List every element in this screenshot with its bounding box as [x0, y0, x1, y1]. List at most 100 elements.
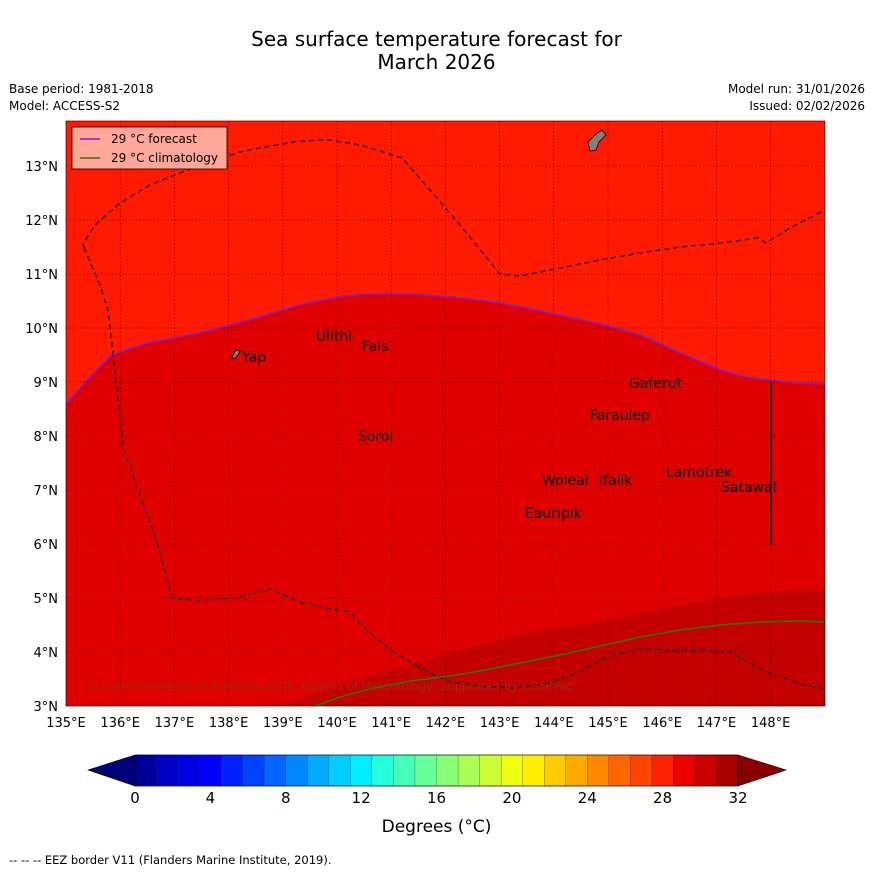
colorbar-cell	[220, 754, 244, 787]
colorbar-cell	[587, 754, 610, 787]
lat-tick-label: 7°N	[34, 484, 59, 499]
colorbar-frame	[134, 754, 739, 787]
model-name: Model: ACCESS-S2	[9, 99, 121, 113]
lat-tick-label: 13°N	[25, 160, 58, 175]
colorbar-label: Degrees (°C)	[382, 817, 492, 837]
colorbar-cell	[350, 754, 373, 787]
colorbar-tick: 24	[578, 789, 597, 807]
eez-border-west	[83, 247, 825, 690]
issued-date: Issued: 02/02/2026	[749, 99, 865, 113]
colorbar-tick: 20	[502, 789, 521, 807]
colorbar-cell	[716, 754, 739, 787]
lon-tick-label: 135°E	[46, 716, 86, 731]
colorbar-tick: 0	[130, 789, 140, 807]
colorbar-cell	[177, 754, 201, 787]
lon-tick-label: 141°E	[371, 716, 411, 731]
place-eauripik: Eauripik	[525, 506, 583, 522]
colorbar-tick: 8	[281, 789, 291, 807]
lon-tick-label: 138°E	[209, 716, 249, 731]
legend-climatology-label: 29 °C climatology	[111, 151, 218, 165]
lat-tick-label: 5°N	[34, 592, 59, 607]
lon-tick-label: 143°E	[480, 716, 520, 731]
lat-tick-label: 9°N	[34, 376, 59, 391]
lat-tick-label: 4°N	[34, 646, 59, 661]
colorbar-cell	[134, 754, 158, 787]
lon-tick-label: 139°E	[263, 716, 303, 731]
eez-footnote: -- -- -- EEZ border V11 (Flanders Marine…	[9, 853, 332, 867]
grid-lines	[66, 121, 825, 706]
sst-field-31-32	[280, 589, 825, 706]
colorbar-cell	[694, 754, 718, 787]
copyright-notice: © Commonwealth of Australia 2026, Bureau…	[87, 679, 573, 693]
colorbar-tick: 28	[653, 789, 672, 807]
lon-tick-label: 144°E	[534, 716, 574, 731]
lon-tick-label: 145°E	[588, 716, 628, 731]
place-faraulep: Faraulep	[590, 408, 650, 424]
place-ulithi: Ulithi	[316, 329, 352, 345]
place-fais: Fais	[362, 339, 389, 355]
colorbar: 0 4 8 12 16 20 24 28 32 Degrees (°C)	[87, 754, 787, 837]
forecast-29c-contour	[66, 293, 825, 405]
climatology-29c-contour	[314, 620, 825, 706]
lat-tick-label: 10°N	[25, 322, 58, 337]
colorbar-cells	[134, 754, 739, 787]
colorbar-cell	[264, 754, 287, 787]
colorbar-cell	[544, 754, 567, 787]
colorbar-over-arrow	[737, 754, 787, 787]
colorbar-cell	[436, 754, 459, 787]
map-legend: 29 °C forecast 29 °C climatology	[71, 126, 228, 170]
place-woleai: Woleai	[542, 473, 589, 489]
colorbar-tick: 12	[352, 789, 371, 807]
lat-tick-label: 12°N	[25, 214, 58, 229]
colorbar-tick: 16	[427, 789, 446, 807]
chart-title: Sea surface temperature forecast for Mar…	[0, 28, 873, 74]
eez-border	[82, 139, 825, 277]
legend-forecast-label: 29 °C forecast	[111, 132, 197, 146]
meta-right: Model run: 31/01/2026 Issued: 02/02/2026	[728, 81, 865, 115]
yap-island	[231, 349, 241, 360]
place-gaferut: Gaferut	[629, 376, 683, 392]
guam-island	[587, 129, 607, 152]
lat-tick-label: 11°N	[25, 268, 58, 283]
colorbar-cell	[565, 754, 588, 787]
model-run: Model run: 31/01/2026	[727, 82, 865, 96]
colorbar-cell	[651, 754, 674, 787]
place-satawal: Satawal	[721, 480, 776, 496]
colorbar-cell	[156, 754, 179, 787]
colorbar-cell	[414, 754, 438, 787]
place-lamotrek: Lamotrek	[666, 465, 733, 481]
longitude-ticks: 135°E 136°E 137°E 138°E 139°E 140°E 141°…	[46, 716, 790, 731]
lat-tick-label: 8°N	[34, 430, 59, 445]
lon-tick-label: 136°E	[100, 716, 140, 731]
colorbar-cell	[285, 754, 308, 787]
colorbar-cell	[522, 754, 545, 787]
map-area: Yap Ulithi Fais Gaferut Faraulep Sorol L…	[66, 121, 825, 706]
colorbar-cell	[371, 754, 394, 787]
place-ifalik: Ifalik	[599, 473, 633, 489]
lon-tick-label: 148°E	[751, 716, 791, 731]
lat-tick-label: 3°N	[34, 700, 59, 715]
colorbar-under-arrow	[87, 754, 136, 787]
colorbar-cell	[307, 754, 330, 787]
colorbar-cell	[608, 754, 631, 787]
colorbar-cell	[393, 754, 416, 787]
colorbar-cell	[199, 754, 222, 787]
colorbar-cell	[500, 754, 524, 787]
colorbar-cell	[673, 754, 696, 787]
title-line-1: Sea surface temperature forecast for	[251, 27, 622, 51]
lat-tick-label: 6°N	[34, 538, 59, 553]
latitude-ticks: 3°N 4°N 5°N 6°N 7°N 8°N 9°N 10°N 11°N 12…	[25, 160, 58, 715]
colorbar-cell	[328, 754, 351, 787]
map-frame	[65, 120, 826, 707]
place-sorol: Sorol	[358, 429, 393, 445]
colorbar-tick: 32	[728, 789, 747, 807]
colorbar-cell	[479, 754, 502, 787]
lon-tick-label: 140°E	[317, 716, 357, 731]
meta-left: Base period: 1981-2018 Model: ACCESS-S2	[9, 81, 154, 115]
colorbar-cell	[242, 754, 265, 787]
title-line-2: March 2026	[377, 50, 496, 74]
base-period: Base period: 1981-2018	[9, 82, 154, 96]
place-yap: Yap	[241, 350, 266, 366]
colorbar-tick: 4	[206, 789, 216, 807]
